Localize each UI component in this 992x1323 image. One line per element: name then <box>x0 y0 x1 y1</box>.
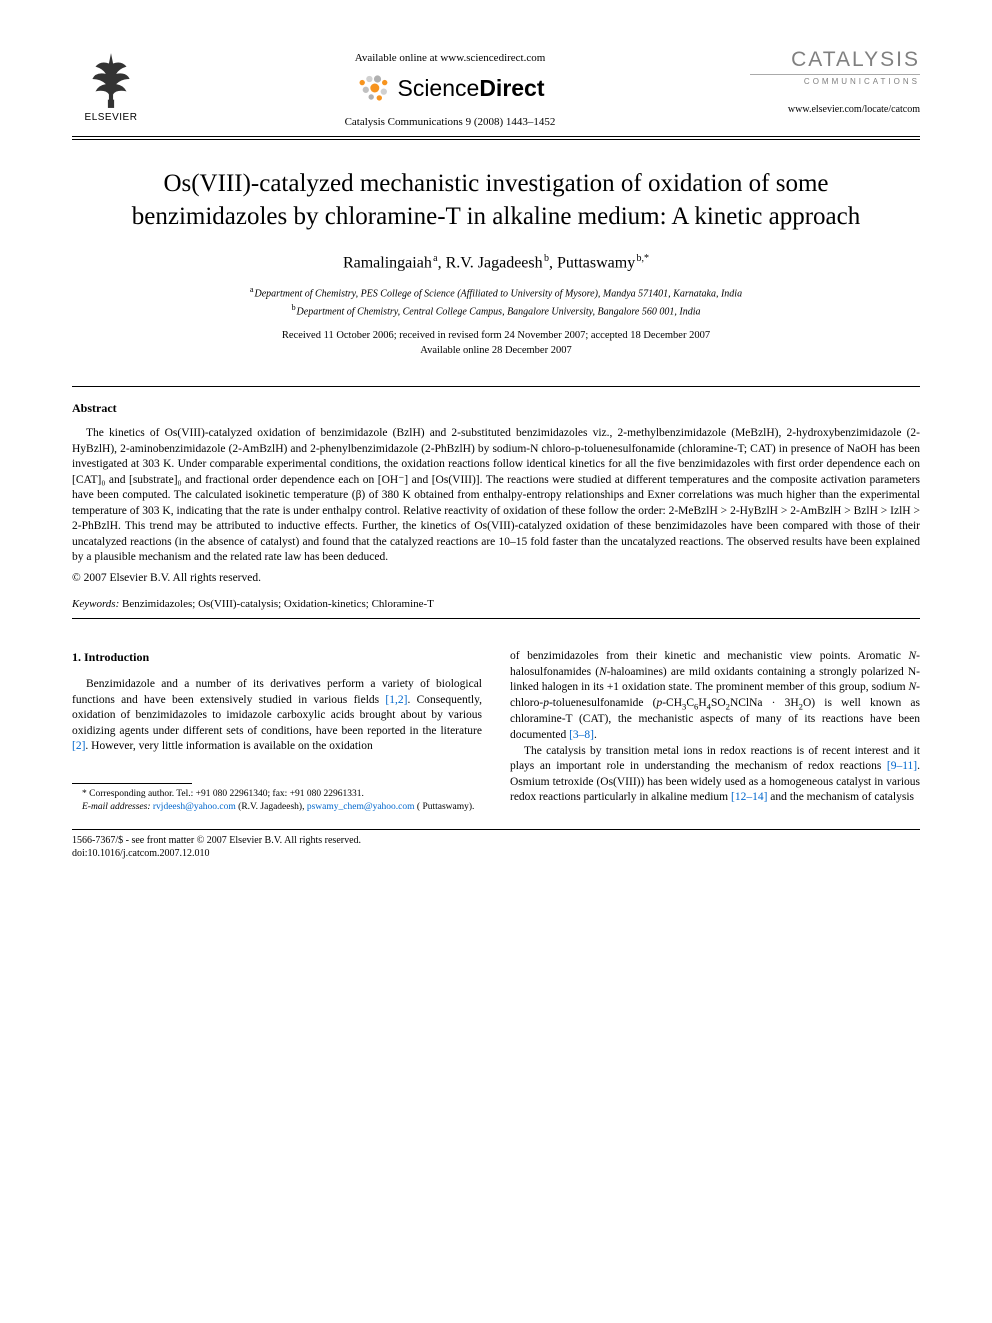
right-column: of benzimidazoles from their kinetic and… <box>510 649 920 813</box>
email-footnote: E-mail addresses: rvjdeesh@yahoo.com (R.… <box>72 801 482 814</box>
footnote-rule <box>72 783 192 784</box>
sciencedirect-icon <box>355 70 391 106</box>
ref-link[interactable]: [12–14] <box>731 791 767 803</box>
abstract-rule-top <box>72 386 920 387</box>
affiliation-b: b Department of Chemistry, Central Colle… <box>72 302 920 319</box>
abstract-heading: Abstract <box>72 401 920 416</box>
body-columns: 1. Introduction Benzimidazole and a numb… <box>72 649 920 813</box>
sciencedirect-text: ScienceDirect <box>397 75 544 102</box>
keywords-line: Keywords: Benzimidazoles; Os(VIII)-catal… <box>72 598 920 610</box>
intro-heading: 1. Introduction <box>72 649 482 665</box>
footer-rule <box>72 829 920 830</box>
email-label: E-mail addresses: <box>82 802 151 812</box>
dates-received: Received 11 October 2006; received in re… <box>72 329 920 344</box>
keywords-label: Keywords: <box>72 598 119 610</box>
dates-available: Available online 28 December 2007 <box>72 344 920 359</box>
abstract-rule-bottom <box>72 618 920 619</box>
available-online-text: Available online at www.sciencedirect.co… <box>150 52 750 64</box>
article-dates: Received 11 October 2006; received in re… <box>72 329 920 358</box>
ref-link[interactable]: [3–8] <box>569 729 594 741</box>
citation-line: Catalysis Communications 9 (2008) 1443–1… <box>150 116 750 128</box>
affiliations: a Department of Chemistry, PES College o… <box>72 284 920 319</box>
footer-doi: doi:10.1016/j.catcom.2007.12.010 <box>72 847 920 860</box>
horizontal-rule-thin <box>72 139 920 140</box>
journal-logo-block: CATALYSIS COMMUNICATIONS www.elsevier.co… <box>750 48 920 115</box>
left-column: 1. Introduction Benzimidazole and a numb… <box>72 649 482 813</box>
journal-url: www.elsevier.com/locate/catcom <box>750 104 920 115</box>
header-row: ELSEVIER Available online at www.science… <box>72 48 920 128</box>
intro-para-left: Benzimidazole and a number of its deriva… <box>72 677 482 755</box>
email-link-2[interactable]: pswamy_chem@yahoo.com <box>307 802 415 812</box>
horizontal-rule <box>72 136 920 137</box>
intro-para-right-2: The catalysis by transition metal ions i… <box>510 744 920 806</box>
article-title: Os(VIII)-catalyzed mechanistic investiga… <box>92 168 900 233</box>
email-link-1[interactable]: rvjdeesh@yahoo.com <box>153 802 236 812</box>
elsevier-label: ELSEVIER <box>85 112 138 123</box>
ref-link[interactable]: [2] <box>72 740 85 752</box>
footer-block: 1566-7367/$ - see front matter © 2007 El… <box>72 834 920 860</box>
sciencedirect-logo: ScienceDirect <box>150 70 750 106</box>
corresponding-footnote: * Corresponding author. Tel.: +91 080 22… <box>72 788 482 801</box>
journal-subtitle: COMMUNICATIONS <box>750 74 920 86</box>
center-header: Available online at www.sciencedirect.co… <box>150 48 750 128</box>
copyright-line: © 2007 Elsevier B.V. All rights reserved… <box>72 572 920 584</box>
ref-link[interactable]: [1,2] <box>385 694 407 706</box>
elsevier-logo: ELSEVIER <box>72 48 150 123</box>
intro-para-right-1: of benzimidazoles from their kinetic and… <box>510 649 920 744</box>
elsevier-tree-icon <box>80 48 142 110</box>
keywords-text: Benzimidazoles; Os(VIII)-catalysis; Oxid… <box>119 598 434 610</box>
authors-line: Ramalingaiah a, R.V. Jagadeesh b, Puttas… <box>72 253 920 272</box>
journal-name: CATALYSIS <box>750 48 920 72</box>
footer-front-matter: 1566-7367/$ - see front matter © 2007 El… <box>72 834 920 847</box>
affiliation-a: a Department of Chemistry, PES College o… <box>72 284 920 301</box>
ref-link[interactable]: [9–11] <box>887 760 917 772</box>
abstract-body: The kinetics of Os(VIII)-catalyzed oxida… <box>72 426 920 566</box>
